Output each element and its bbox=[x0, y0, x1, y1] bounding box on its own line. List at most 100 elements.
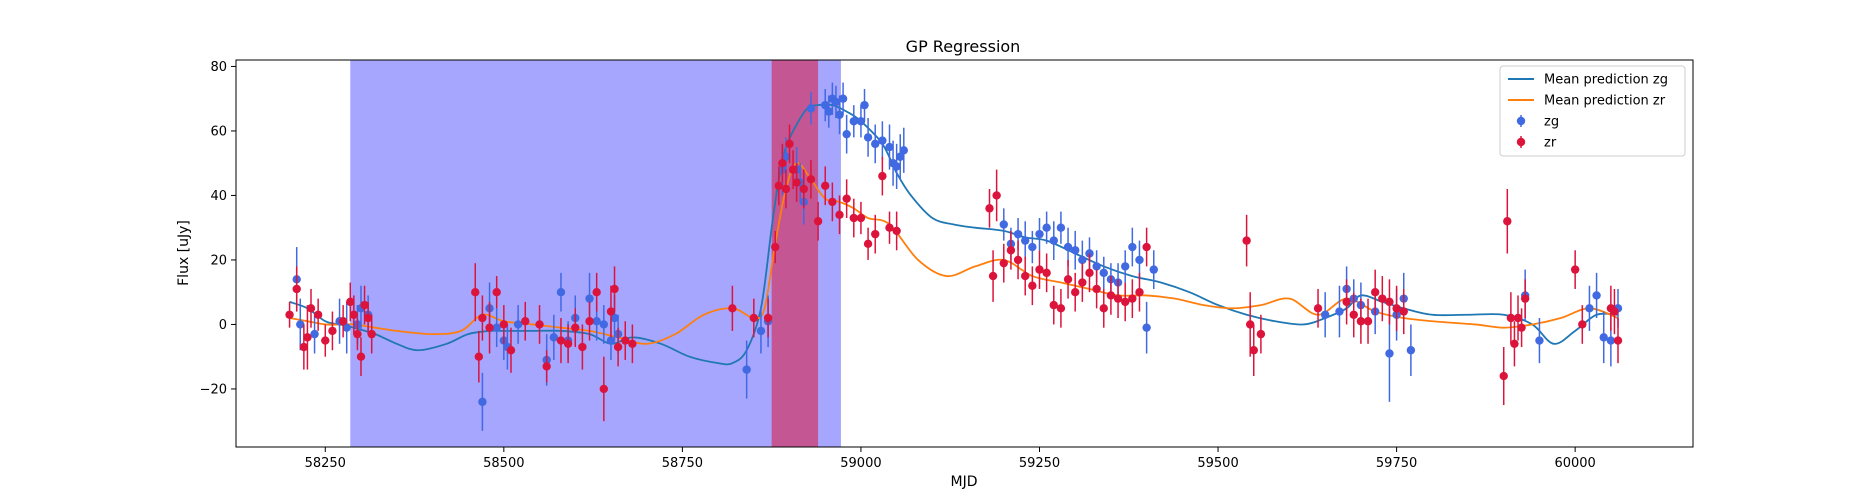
point-zr bbox=[1399, 307, 1408, 316]
point-zg bbox=[1042, 223, 1051, 232]
legend-label-zg: zg bbox=[1544, 115, 1559, 130]
point-zr bbox=[813, 217, 823, 226]
point-zr bbox=[613, 342, 623, 352]
y-tick-label: 20 bbox=[210, 253, 227, 268]
point-zg bbox=[871, 139, 880, 149]
point-zg bbox=[1385, 349, 1394, 358]
legend-label-zr: zr bbox=[1544, 136, 1557, 151]
point-zr bbox=[1363, 317, 1373, 326]
point-zg bbox=[781, 152, 791, 161]
shaded-regions bbox=[350, 60, 841, 447]
y-axis-label: Flux [uJy] bbox=[176, 220, 192, 286]
point-zr bbox=[492, 288, 501, 297]
point-zg bbox=[1149, 265, 1158, 274]
x-axis-label: MJD bbox=[951, 474, 978, 490]
point-zr bbox=[1385, 297, 1394, 307]
point-zr bbox=[1135, 288, 1144, 297]
point-zg bbox=[885, 142, 894, 152]
point-zg bbox=[1035, 229, 1044, 239]
point-zg bbox=[1599, 333, 1608, 342]
point-zg bbox=[821, 100, 830, 110]
point-zr bbox=[606, 307, 616, 316]
chart-title: GP Regression bbox=[906, 37, 1021, 56]
point-zg bbox=[756, 326, 766, 336]
x-tick-label: 58500 bbox=[483, 456, 524, 471]
point-zg bbox=[1128, 242, 1137, 252]
point-zr bbox=[1613, 336, 1623, 345]
point-zr bbox=[1370, 288, 1380, 297]
point-zr bbox=[1078, 278, 1087, 287]
point-zr bbox=[628, 339, 637, 348]
point-zr bbox=[1499, 371, 1508, 381]
point-zr bbox=[1056, 304, 1066, 313]
point-zg bbox=[824, 107, 833, 116]
point-zg bbox=[896, 152, 905, 161]
point-zg bbox=[1535, 336, 1544, 345]
point-zr bbox=[1517, 323, 1526, 332]
point-zg bbox=[1013, 229, 1023, 239]
point-zr bbox=[499, 320, 509, 329]
point-zr bbox=[353, 329, 362, 339]
point-zr bbox=[1028, 281, 1037, 290]
y-tick-label: 60 bbox=[210, 124, 227, 139]
point-zg bbox=[860, 100, 869, 110]
point-zg bbox=[856, 117, 866, 126]
point-zg bbox=[1028, 242, 1037, 252]
point-zr bbox=[1510, 339, 1519, 348]
point-zr bbox=[506, 346, 516, 355]
point-zr bbox=[885, 223, 894, 232]
point-zr bbox=[1513, 313, 1523, 323]
legend-label-mean-prediction-zg: Mean prediction zg bbox=[1544, 73, 1668, 88]
point-zg bbox=[1092, 262, 1101, 271]
point-zr bbox=[621, 336, 630, 345]
point-zg bbox=[478, 397, 487, 407]
point-zr bbox=[856, 213, 866, 223]
point-zr bbox=[321, 336, 330, 345]
series-layer bbox=[285, 82, 1623, 431]
point-zr bbox=[806, 175, 816, 184]
point-zg bbox=[838, 94, 848, 103]
point-zg bbox=[1063, 242, 1073, 252]
point-zr bbox=[992, 191, 1001, 200]
point-zr bbox=[521, 317, 530, 326]
shaded-region-1 bbox=[350, 60, 841, 447]
point-zr bbox=[728, 304, 737, 313]
point-zr bbox=[1578, 320, 1587, 329]
point-zr bbox=[328, 326, 337, 336]
x-tick-label: 59500 bbox=[1197, 456, 1238, 471]
point-zg bbox=[606, 336, 616, 345]
point-zr bbox=[1128, 294, 1137, 303]
point-zg bbox=[1135, 255, 1144, 265]
legend-label-mean-prediction-zr: Mean prediction zr bbox=[1544, 94, 1666, 109]
point-zr bbox=[1006, 246, 1016, 255]
point-zr bbox=[799, 184, 809, 194]
point-zg bbox=[1078, 255, 1087, 265]
point-zr bbox=[1349, 310, 1358, 319]
point-zr bbox=[1520, 294, 1530, 303]
point-zg bbox=[1021, 236, 1030, 245]
x-tick-label: 59000 bbox=[840, 456, 881, 471]
point-zr bbox=[471, 288, 480, 297]
legend-swatch-zg bbox=[1516, 116, 1526, 126]
x-tick-label: 60000 bbox=[1554, 456, 1595, 471]
legend-frame bbox=[1499, 65, 1686, 157]
point-zr bbox=[878, 171, 887, 181]
point-zr bbox=[785, 139, 794, 149]
point-zr bbox=[828, 197, 837, 207]
point-zr bbox=[792, 178, 801, 187]
point-zg bbox=[806, 104, 816, 113]
point-zr bbox=[849, 213, 858, 223]
point-zr bbox=[871, 229, 880, 239]
point-zg bbox=[585, 294, 594, 303]
point-zr bbox=[1042, 268, 1051, 278]
point-zr bbox=[749, 313, 759, 323]
point-zr bbox=[285, 310, 294, 319]
point-zr bbox=[763, 313, 773, 323]
point-zg bbox=[1406, 346, 1416, 355]
point-zr bbox=[485, 323, 494, 332]
point-zr bbox=[363, 313, 373, 323]
point-zr bbox=[1356, 317, 1366, 326]
point-zg bbox=[1320, 310, 1330, 319]
x-tick-label: 59250 bbox=[1019, 456, 1060, 471]
